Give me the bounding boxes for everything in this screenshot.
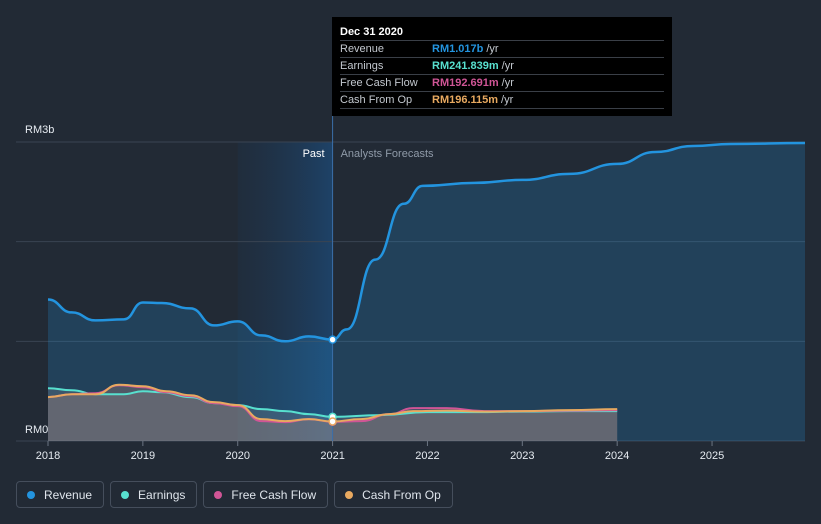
forecast-label: Analysts Forecasts <box>341 148 434 160</box>
legend-dot-icon <box>121 490 130 499</box>
revenue-marker <box>328 335 337 344</box>
tooltip-value: RM192.691m <box>432 77 499 89</box>
x-tick-label: 2021 <box>320 450 344 462</box>
legend-label: Earnings <box>138 487 186 502</box>
x-tick-label: 2025 <box>700 450 724 462</box>
legend-dot-icon <box>345 490 354 499</box>
legend-item-free-cash-flow[interactable]: Free Cash Flow <box>203 481 329 508</box>
past-label: Past <box>303 148 325 160</box>
tooltip-date: Dec 31 2020 <box>340 24 664 41</box>
x-tick-label: 2024 <box>605 450 629 462</box>
tooltip-label: Earnings <box>340 60 384 72</box>
tooltip-row-revenue: Revenue RM1.017b/yr <box>340 41 664 58</box>
tooltip-value: RM196.115m <box>432 94 499 106</box>
tooltip-unit: /yr <box>501 77 514 89</box>
highlight-markers <box>328 335 337 427</box>
legend-item-revenue[interactable]: Revenue <box>16 481 105 508</box>
x-axis: 2018 2019 2020 2021 2022 2023 2024 2025 <box>36 441 724 462</box>
tooltip-label: Free Cash Flow <box>340 77 418 89</box>
tooltip-row-cash-from-op: Cash From Op RM196.115m/yr <box>340 92 664 109</box>
tooltip: Dec 31 2020 Revenue RM1.017b/yr Earnings RM… <box>332 17 672 116</box>
legend-label: Revenue <box>44 487 93 502</box>
legend-label: Cash From Op <box>362 487 441 502</box>
tooltip-unit: /yr <box>486 43 499 55</box>
x-tick-label: 2023 <box>510 450 534 462</box>
tooltip-unit: /yr <box>501 94 514 106</box>
legend-item-cash-from-op[interactable]: Cash From Op <box>334 481 453 508</box>
cash-from-op-marker <box>328 417 337 426</box>
tooltip-value: RM1.017b <box>432 43 484 55</box>
cash-from-op-area <box>48 384 618 441</box>
past-region-shade <box>237 142 333 441</box>
legend-label: Free Cash Flow <box>231 487 317 502</box>
legend-dot-icon <box>214 490 223 499</box>
cash-from-op-line <box>47 383 618 423</box>
chart: 2018 2019 2020 2021 2022 2023 2024 2025 RM3b RM… <box>16 17 806 462</box>
tooltip-label: Revenue <box>340 43 385 55</box>
free-cash-flow-area <box>48 385 618 441</box>
y-axis-top-label: RM3b <box>25 124 54 136</box>
gridlines <box>16 141 805 442</box>
legend: Revenue Earnings Free Cash Flow Cash From O… <box>16 481 453 508</box>
tooltip-unit: /yr <box>501 60 514 72</box>
x-tick-label: 2018 <box>36 450 60 462</box>
legend-item-earnings[interactable]: Earnings <box>110 481 198 508</box>
x-tick-label: 2022 <box>415 450 439 462</box>
revenue-area <box>48 143 805 441</box>
tooltip-label: Cash From Op <box>340 94 413 106</box>
x-tick-label: 2020 <box>225 450 249 462</box>
earnings-area <box>48 388 618 441</box>
x-tick-label: 2019 <box>131 450 155 462</box>
tooltip-value: RM241.839m <box>432 60 499 72</box>
legend-dot-icon <box>27 490 35 499</box>
series-areas <box>48 143 805 441</box>
y-axis-bottom-label: RM0 <box>25 424 48 436</box>
tooltip-row-earnings: Earnings RM241.839m/yr <box>340 58 664 75</box>
tooltip-row-free-cash-flow: Free Cash Flow RM192.691m/yr <box>340 75 664 92</box>
